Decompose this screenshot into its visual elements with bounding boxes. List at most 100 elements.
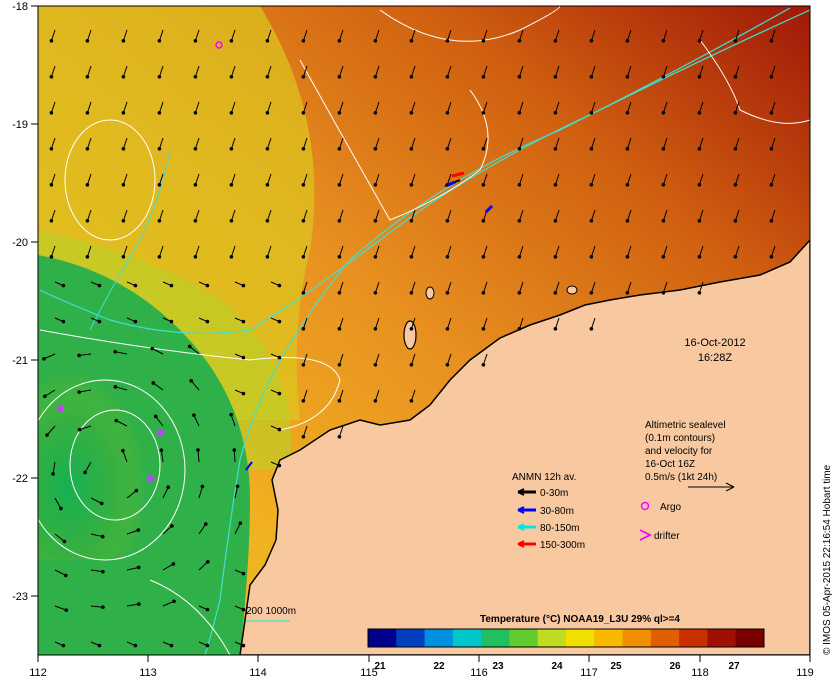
velocity-arrow-head	[205, 319, 210, 324]
velocity-arrow	[86, 245, 92, 257]
velocity-arrow	[734, 209, 740, 221]
velocity-arrow-head	[625, 111, 630, 115]
velocity-arrow	[234, 486, 239, 499]
velocity-arrow	[338, 65, 344, 77]
drifter-legend-icon	[639, 529, 653, 541]
velocity-arrow-head	[196, 448, 200, 452]
velocity-arrow	[590, 137, 596, 149]
velocity-arrow-head	[43, 394, 47, 399]
velocity-arrow	[374, 389, 380, 401]
velocity-arrow-head	[553, 147, 558, 151]
velocity-arrow	[446, 137, 452, 149]
velocity-arrow-head	[517, 327, 522, 331]
velocity-arrow-head	[481, 147, 486, 151]
velocity-arrow	[374, 281, 380, 293]
velocity-arrow-head	[769, 254, 774, 259]
velocity-arrow	[86, 137, 92, 149]
velocity-arrow	[698, 29, 704, 41]
lat-tick-label: -21	[12, 355, 28, 367]
velocity-arrow	[44, 389, 56, 397]
velocity-arrow-head	[61, 283, 66, 288]
velocity-arrow	[554, 209, 560, 221]
velocity-arrow-head	[769, 183, 774, 187]
velocity-arrow	[590, 173, 596, 185]
velocity-arrow-head	[193, 75, 198, 79]
velocity-arrow-head	[232, 448, 237, 452]
velocity-arrow	[122, 65, 128, 77]
velocity-arrow	[734, 137, 740, 149]
velocity-arrow-head	[187, 344, 192, 349]
velocity-arrow-head	[153, 414, 158, 419]
velocity-arrow	[374, 209, 380, 221]
velocity-arrow-head	[409, 75, 414, 79]
isobath-shelf	[89, 149, 171, 331]
velocity-arrow	[126, 529, 139, 535]
velocity-arrow-head	[301, 435, 306, 439]
velocity-arrow	[194, 137, 200, 149]
velocity-arrow	[158, 65, 164, 77]
velocity-arrow-head	[481, 111, 486, 115]
velocity-arrow-head	[134, 488, 139, 493]
velocity-arrow	[302, 281, 308, 293]
velocity-arrow-head	[697, 183, 702, 187]
velocity-arrow	[482, 101, 488, 113]
velocity-arrow	[518, 173, 524, 185]
velocity-arrow-head	[133, 283, 138, 288]
velocity-arrow	[230, 101, 236, 113]
sealevel-contour	[69, 409, 161, 521]
colorbar-cell	[566, 629, 595, 647]
velocity-arrow	[233, 449, 236, 463]
lon-tick-label: 112	[29, 667, 47, 679]
velocity-arrow-head	[137, 602, 141, 606]
velocity-arrow	[554, 245, 560, 257]
velocity-arrow-head	[409, 254, 414, 259]
velocity-arrow-head	[121, 254, 126, 259]
velocity-arrow	[302, 209, 308, 221]
velocity-arrow	[698, 173, 704, 185]
lat-tick-label: -20	[12, 237, 28, 249]
velocity-arrow	[626, 65, 632, 77]
velocity-arrow	[554, 173, 560, 185]
colorbar-label: 24	[551, 661, 563, 672]
velocity-arrow-head	[625, 291, 630, 295]
velocity-arrow	[662, 281, 668, 293]
velocity-arrow-head	[85, 147, 90, 151]
sealevel-contour	[64, 119, 156, 241]
velocity-arrow-head	[241, 319, 246, 324]
velocity-arrow-head	[42, 356, 46, 361]
velocity-arrow-head	[589, 219, 594, 223]
velocity-arrow	[194, 173, 200, 185]
velocity-arrow	[410, 389, 416, 401]
velocity-arrow	[266, 173, 272, 185]
velocity-arrow-head	[85, 111, 90, 115]
velocity-arrow	[266, 137, 272, 149]
velocity-arrow-head	[150, 346, 155, 351]
velocity-arrow-head	[733, 75, 738, 79]
velocity-arrow-head	[337, 219, 342, 223]
isobath-200m	[204, 7, 791, 655]
argo-float	[215, 41, 223, 49]
latitude-axis: -18 -19 -20 -21 -22 -23	[12, 1, 38, 603]
velocity-arrow	[338, 317, 344, 329]
velocity-arrow-head	[661, 183, 666, 187]
velocity-arrow	[374, 137, 380, 149]
velocity-arrow-head	[85, 219, 90, 223]
velocity-arrow	[626, 173, 632, 185]
lat-tick-label: -22	[12, 473, 28, 485]
velocity-arrow	[54, 569, 66, 576]
velocity-arrow-head	[169, 319, 174, 324]
velocity-arrow-head	[265, 147, 270, 151]
velocity-arrow	[374, 245, 380, 257]
velocity-arrow	[266, 65, 272, 77]
lon-tick-label: 116	[470, 667, 488, 679]
velocity-arrow	[50, 101, 56, 113]
colorbar-frame	[367, 628, 765, 648]
velocity-arrow-head	[205, 283, 210, 288]
colorbar-label: 26	[669, 661, 681, 672]
velocity-arrow-head	[337, 39, 342, 43]
velocity-arrow-head	[481, 254, 486, 259]
velocity-arrow-head	[229, 147, 234, 151]
velocity-arrow-head	[553, 75, 558, 79]
velocity-arrow-head	[337, 291, 342, 295]
